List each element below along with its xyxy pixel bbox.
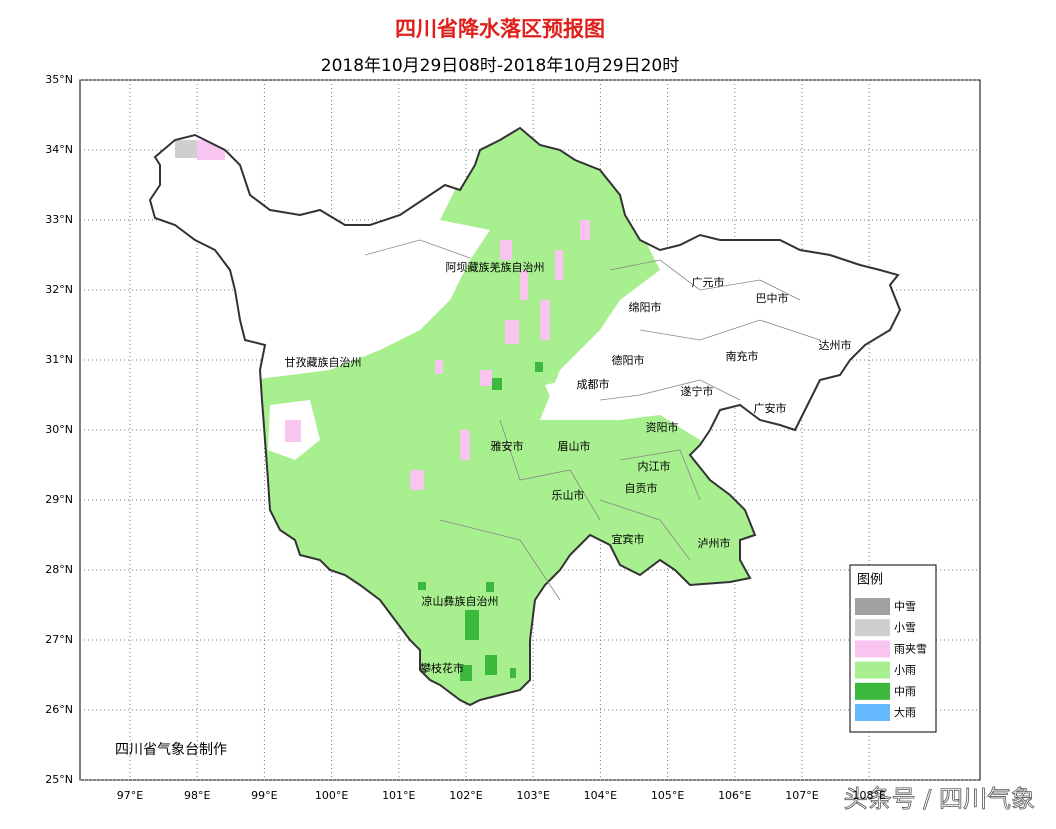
lon-tick-label: 104°E (584, 789, 617, 802)
city-label: 巴中市 (756, 291, 789, 305)
lat-tick-label: 25°N (45, 773, 73, 786)
city-label: 成都市 (577, 377, 610, 391)
lon-tick-label: 100°E (315, 789, 348, 802)
legend-label: 小雪 (894, 621, 916, 634)
city-label: 南充市 (726, 349, 759, 363)
lat-tick-label: 30°N (45, 423, 73, 436)
lat-tick-label: 33°N (45, 213, 73, 226)
legend-label: 中雪 (894, 600, 916, 613)
lat-tick-label: 29°N (45, 493, 73, 506)
legend-title: 图例 (857, 573, 883, 588)
lon-tick-label: 107°E (785, 789, 818, 802)
legend-swatch (855, 704, 890, 721)
lon-tick-label: 101°E (382, 789, 415, 802)
lon-tick-label: 97°E (117, 789, 143, 802)
city-label: 眉山市 (558, 439, 591, 453)
city-borders (364, 239, 821, 601)
legend-swatch (855, 682, 890, 700)
city-label: 凉山彝族自治州 (422, 594, 499, 608)
lat-tick-label: 35°N (45, 73, 73, 86)
city-label: 达州市 (819, 338, 852, 352)
city-label: 乐山市 (552, 488, 585, 502)
lat-tick-label: 34°N (45, 143, 73, 156)
lon-tick-label: 99°E (251, 789, 277, 802)
lon-tick-label: 105°E (651, 789, 684, 802)
lon-tick-label: 98°E (184, 789, 210, 802)
lat-tick-label: 27°N (45, 633, 73, 646)
legend-label: 小雨 (894, 664, 916, 677)
subtitle: 2018年10月29日08时-2018年10月29日20时 (321, 56, 679, 76)
legend-swatch (855, 640, 890, 658)
legend-label: 雨夹雪 (894, 642, 927, 655)
legend-label: 中雨 (894, 685, 916, 698)
lon-tick-label: 108°E (852, 789, 885, 802)
city-label: 遂宁市 (681, 384, 714, 398)
city-label: 宜宾市 (612, 532, 645, 546)
city-label: 甘孜藏族自治州 (285, 355, 362, 369)
lat-tick-label: 31°N (45, 353, 73, 366)
lat-tick-label: 26°N (45, 703, 73, 716)
city-label: 绵阳市 (629, 300, 662, 314)
city-label: 雅安市 (491, 439, 524, 453)
watermark: 头条号 / 四川气象 (844, 785, 1035, 813)
legend-swatch (855, 619, 890, 637)
lon-tick-label: 106°E (718, 789, 751, 802)
title: 四川省降水落区预报图 (395, 17, 605, 41)
city-label: 广安市 (754, 401, 787, 415)
province-border (148, 126, 902, 707)
city-label: 自贡市 (625, 481, 658, 495)
credit: 四川省气象台制作 (115, 742, 227, 758)
legend-swatch (855, 661, 890, 679)
city-label: 资阳市 (646, 420, 679, 434)
city-label: 攀枝花市 (420, 661, 464, 675)
city-label: 阿坝藏族羌族自治州 (446, 260, 545, 274)
city-label: 广元市 (692, 275, 725, 289)
lat-tick-label: 32°N (45, 283, 73, 296)
city-label: 德阳市 (612, 353, 645, 367)
city-label: 泸州市 (698, 536, 731, 550)
legend-label: 大雨 (894, 705, 916, 719)
legend-swatch (855, 598, 890, 615)
lat-tick-label: 28°N (45, 563, 73, 576)
lon-tick-label: 103°E (516, 789, 549, 802)
city-label: 内江市 (638, 459, 671, 473)
lon-tick-label: 102°E (449, 789, 482, 802)
